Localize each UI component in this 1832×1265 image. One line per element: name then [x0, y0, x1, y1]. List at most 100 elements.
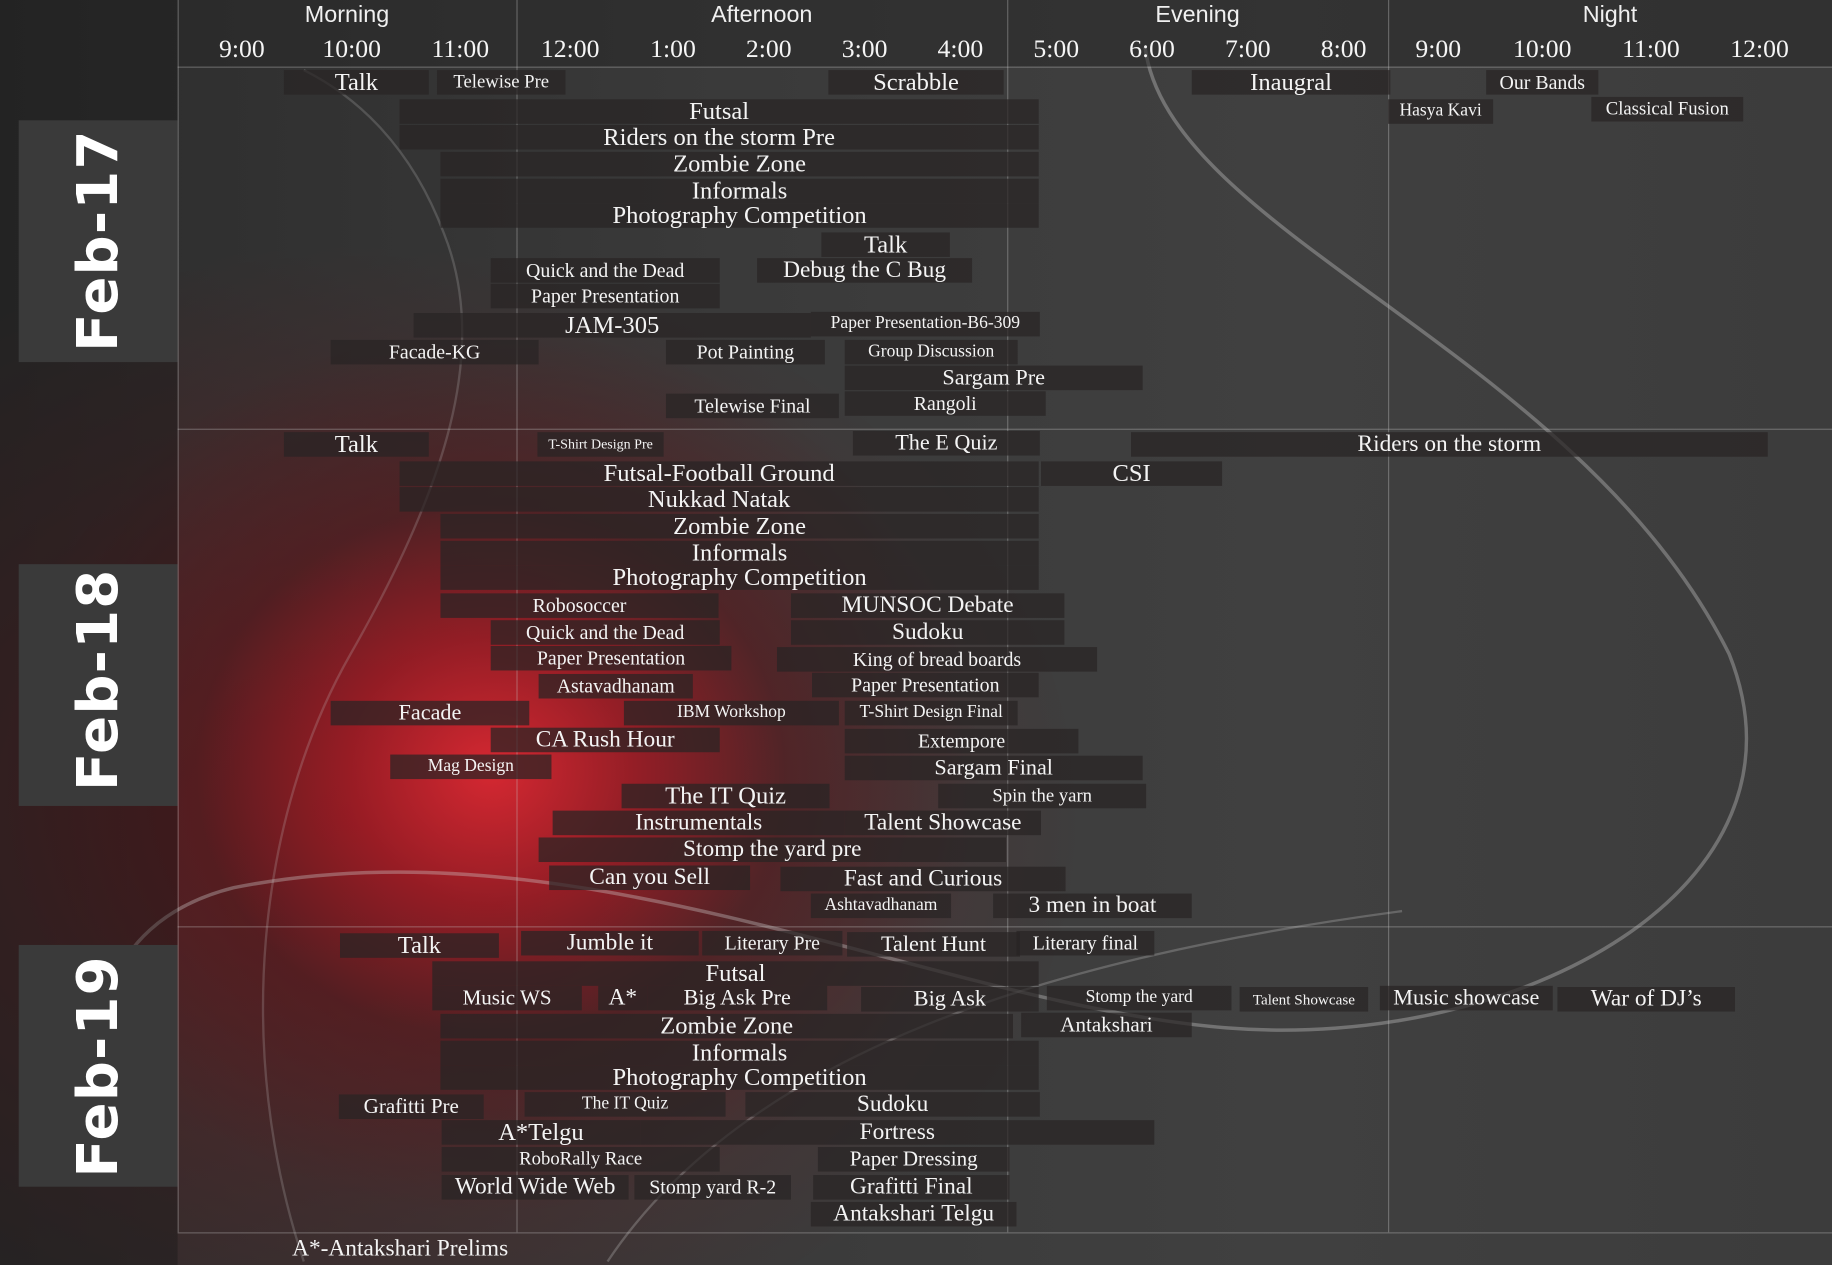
event-block: Big Ask — [861, 987, 1039, 1012]
grid-line — [177, 1232, 1832, 1234]
event-block: Paper Dressing — [817, 1147, 1010, 1172]
event-block: Grafitti Final — [813, 1174, 1010, 1200]
event-block: The IT Quiz — [524, 1092, 726, 1117]
event-block: Talk — [283, 69, 429, 95]
event-block: Talent Hunt — [847, 932, 1020, 957]
time-label: 8:00 — [1320, 33, 1367, 64]
event-block: Group Discussion — [844, 339, 1018, 365]
event-block: Zombie Zone — [440, 1013, 1013, 1039]
event-block: World Wide Web — [441, 1174, 629, 1200]
event-block: Telewise Pre — [436, 70, 566, 95]
grid-line — [177, 0, 179, 1233]
event-block: CA Rush Hour — [490, 727, 720, 753]
event-block: A* — [598, 985, 648, 1011]
event-block: Robosoccer — [440, 593, 719, 618]
time-label: 6:00 — [1129, 33, 1175, 64]
event-block: T-Shirt Design Pre — [537, 432, 664, 457]
period-morning: Morning — [304, 2, 390, 29]
time-label: 1:00 — [650, 33, 696, 64]
time-label: 9:00 — [1415, 33, 1462, 64]
day-box-feb17 — [18, 120, 178, 363]
event-block: Photography Competition — [440, 203, 1039, 228]
event-block: Mag Design — [390, 754, 552, 780]
day-box-feb19 — [18, 944, 178, 1187]
event-block: Astavadhanam — [538, 673, 693, 699]
time-header — [177, 0, 1832, 67]
event-block: Photography Competition — [440, 1065, 1039, 1090]
time-label: 11:00 — [431, 33, 490, 64]
event-block: Informals — [440, 178, 1039, 204]
event-block: Stomp the yard pre — [538, 837, 1006, 863]
event-block: Stomp the yard — [1046, 985, 1232, 1011]
event-block: Futsal — [432, 961, 1039, 986]
event-block: Informals — [440, 1040, 1039, 1066]
time-label: 11:00 — [1622, 33, 1680, 64]
event-block: Sudoku — [790, 620, 1065, 645]
event-block: Paper Presentation — [490, 283, 720, 309]
event-block: Zombie Zone — [440, 151, 1039, 177]
event-block: Hasya Kavi — [1388, 99, 1494, 124]
event-block: Sargam Pre — [844, 365, 1143, 391]
event-block: T-Shirt Design Final — [844, 700, 1018, 726]
event-block: Sudoku — [745, 1092, 1040, 1117]
event-block: IBM Workshop — [623, 700, 839, 726]
period-afternoon: Afternoon — [711, 2, 813, 29]
event-block: Rangoli — [844, 391, 1046, 416]
event-block: Classical Fusion — [1591, 96, 1744, 122]
event-block: Paper Presentation — [490, 645, 732, 671]
day-label-feb18: Feb-18 — [65, 568, 131, 792]
event-block: Antakshari — [1021, 1012, 1192, 1038]
day-box-feb18 — [18, 564, 178, 806]
event-block: Talk — [339, 933, 499, 958]
event-block: A*Telgu — [441, 1120, 641, 1145]
footnote: A*-Antakshari Prelims — [292, 1235, 509, 1262]
event-block: Music WS — [432, 985, 582, 1011]
period-night: Night — [1582, 2, 1638, 29]
time-label: 5:00 — [1033, 33, 1080, 64]
event-block: MUNSOC Debate — [790, 593, 1065, 618]
day-label-feb19: Feb-19 — [65, 955, 131, 1178]
event-block: Telewise Final — [665, 393, 839, 419]
event-block: Futsal — [399, 99, 1039, 124]
event-block: Paper Presentation — [812, 672, 1039, 698]
event-block: RoboRally Race — [441, 1147, 720, 1172]
time-label: 3:00 — [841, 33, 888, 64]
event-block: Our Bands — [1486, 70, 1599, 95]
time-label: 10:00 — [1512, 33, 1572, 64]
event-block: Instrumentals — [552, 810, 845, 836]
event-block: Big Ask Pre — [647, 985, 828, 1011]
event-block: Fortress — [640, 1120, 1155, 1145]
event-block: Ashtavadhanam — [810, 893, 952, 919]
event-block: JAM-305 — [413, 312, 811, 338]
event-block: Debug the C Bug — [757, 258, 973, 283]
event-block: Stomp yard R-2 — [634, 1175, 791, 1200]
event-block: Talk — [283, 432, 429, 457]
event-block: King of bread boards — [776, 647, 1098, 672]
event-block: Riders on the storm Pre — [399, 124, 1039, 150]
event-block: Literary Pre — [702, 930, 843, 956]
event-block: Inaugral — [1191, 69, 1391, 95]
event-block: Extempore — [844, 728, 1079, 754]
event-block: Scrabble — [828, 69, 1004, 95]
event-block: 3 men in boat — [993, 893, 1192, 919]
grid-line — [177, 926, 1832, 928]
event-block: Fast and Curious — [780, 866, 1066, 892]
event-block: Zombie Zone — [440, 513, 1039, 539]
time-label: 12:00 — [1730, 33, 1789, 64]
event-block: The E Quiz — [852, 431, 1040, 456]
time-label: 7:00 — [1224, 33, 1271, 64]
event-block: Talent Showcase — [1239, 987, 1369, 1012]
event-block: Grafitti Pre — [338, 1094, 484, 1119]
grid-line — [1388, 0, 1390, 1233]
grid-line — [177, 428, 1832, 430]
event-block: Photography Competition — [440, 565, 1039, 590]
event-block: Literary final — [1016, 930, 1155, 956]
event-block: Spin the yarn — [938, 783, 1147, 809]
event-block: Sargam Final — [844, 755, 1143, 781]
event-block: CSI — [1041, 461, 1223, 486]
time-label: 9:00 — [218, 33, 265, 64]
event-block: Informals — [440, 540, 1039, 566]
event-block: War of DJ’s — [1557, 986, 1736, 1012]
time-label: 2:00 — [745, 33, 792, 64]
